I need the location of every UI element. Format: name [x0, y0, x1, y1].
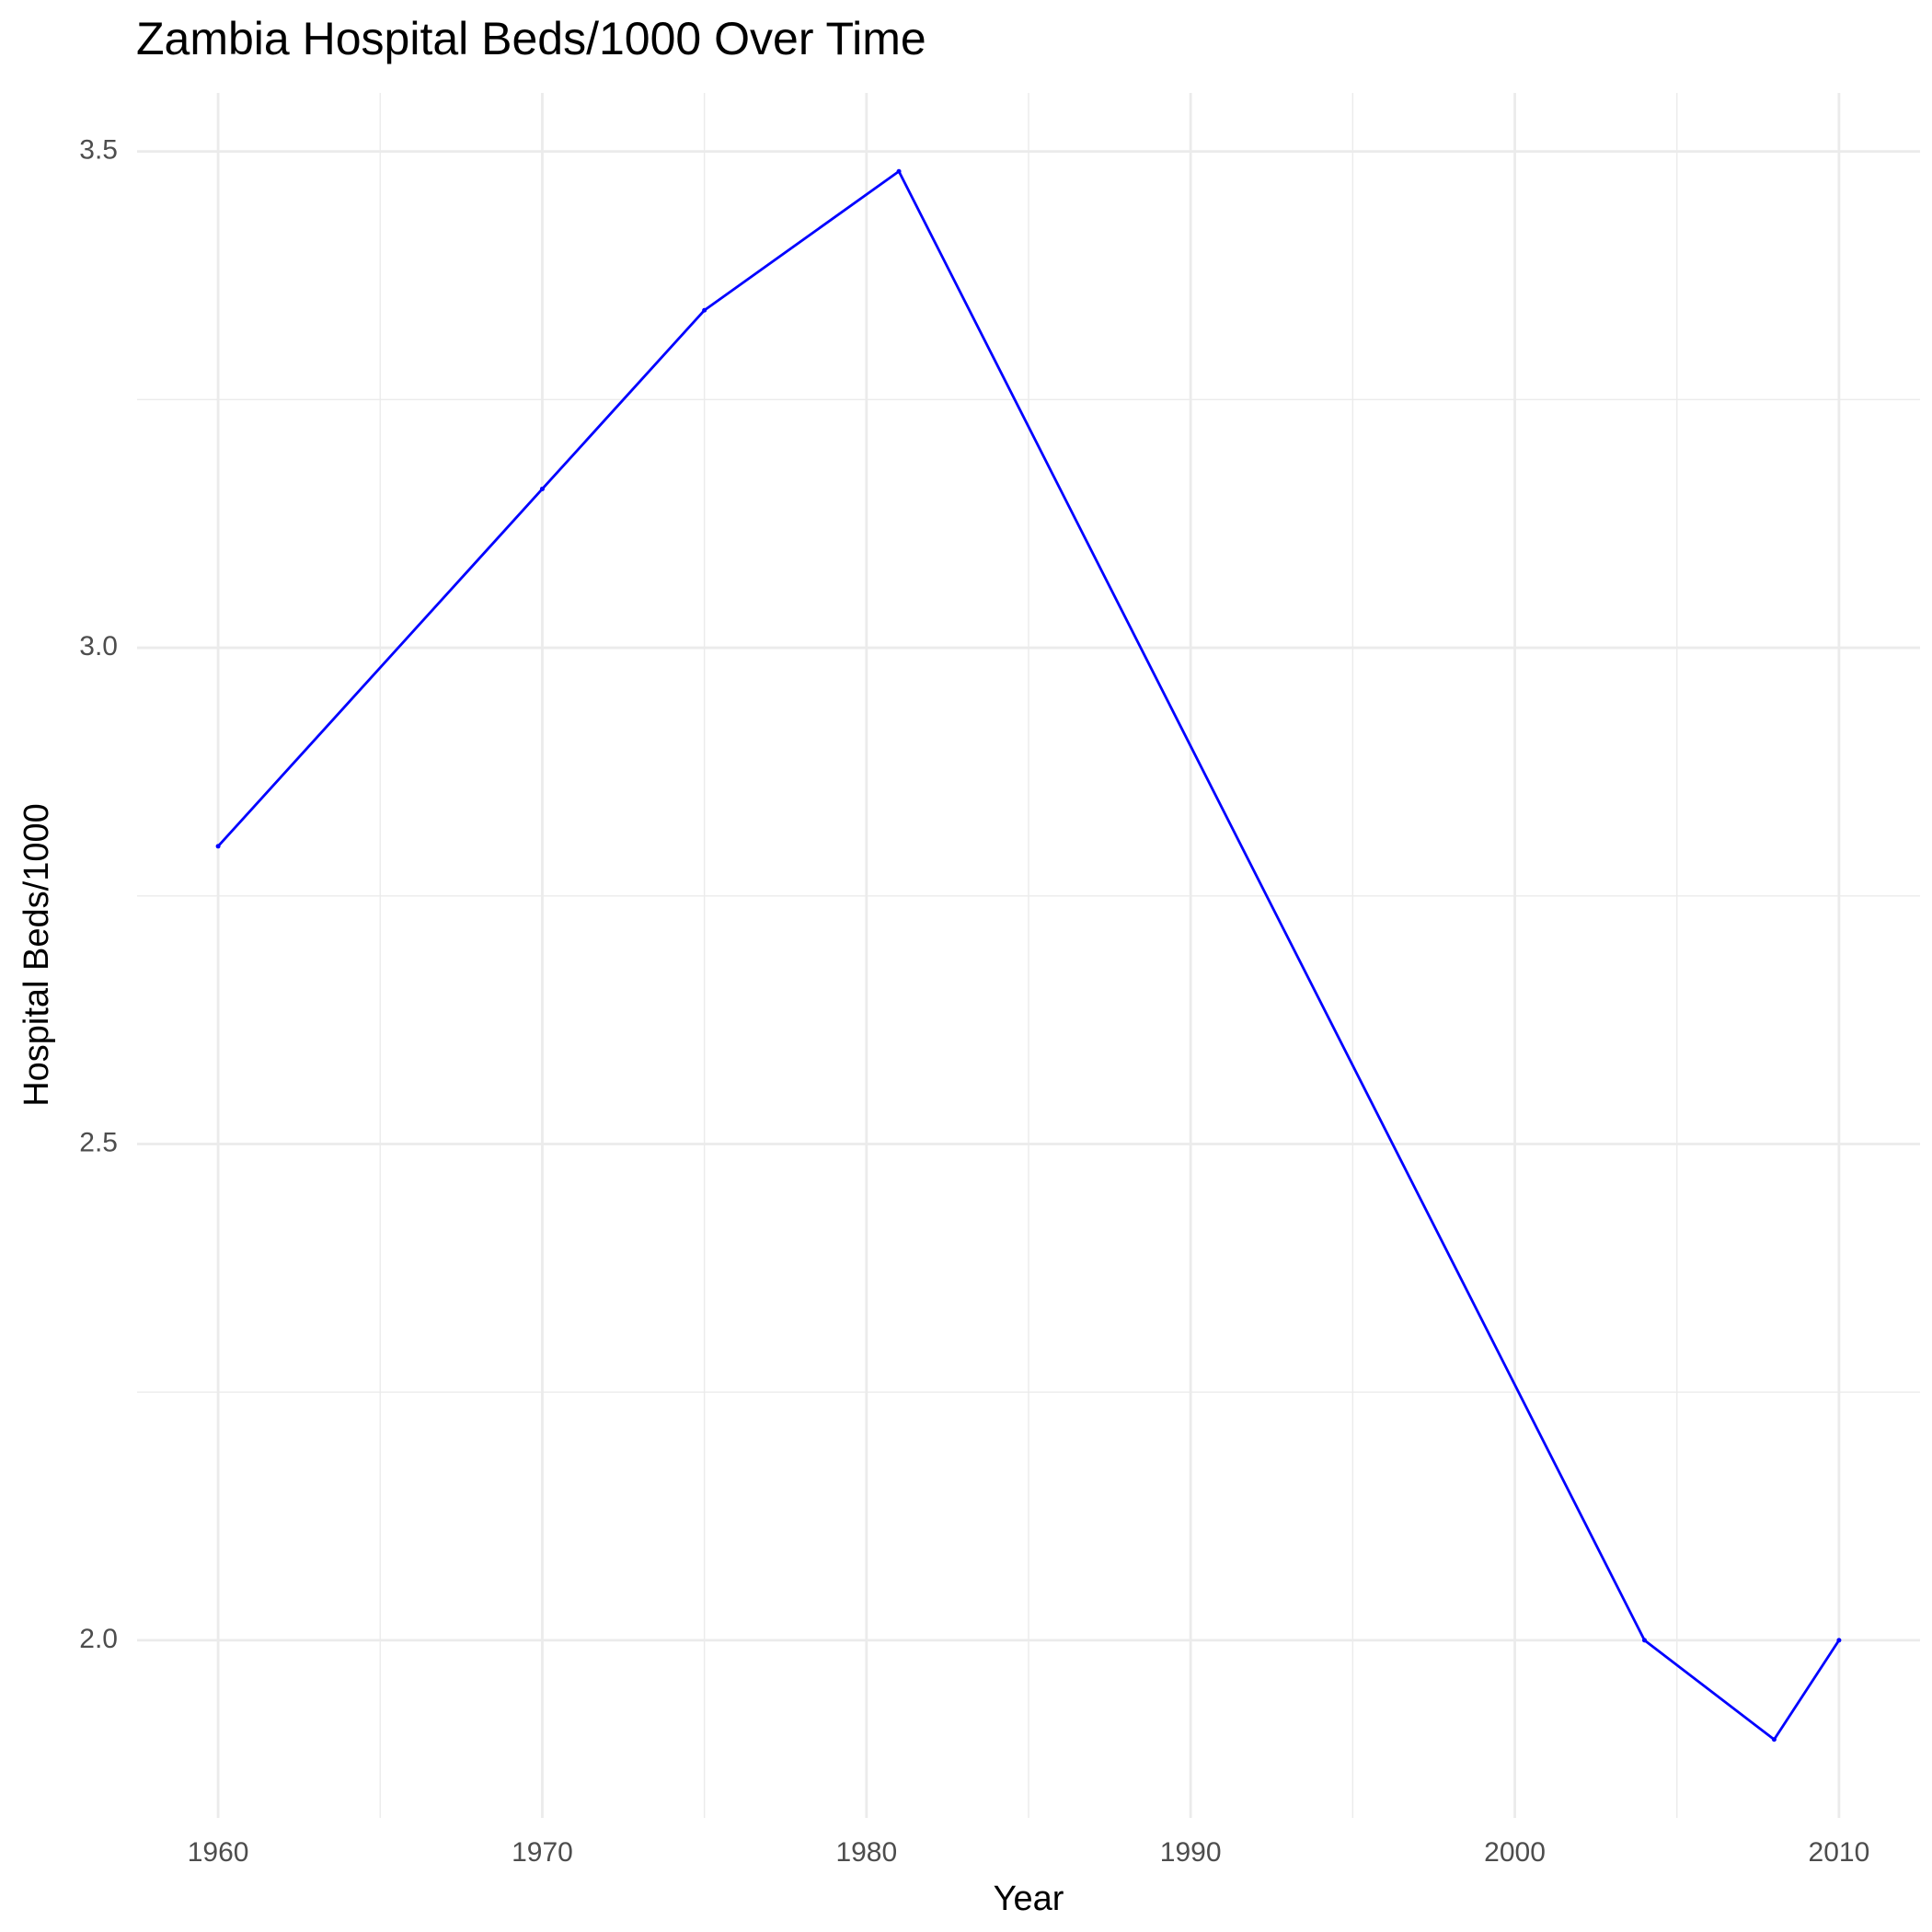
- y-tick-label: 3.5: [79, 135, 118, 166]
- x-tick-label: 1970: [512, 1837, 573, 1868]
- chart-title: Zambia Hospital Beds/1000 Over Time: [136, 13, 926, 64]
- x-tick-label: 2010: [1809, 1837, 1870, 1868]
- grid: [137, 93, 1920, 1818]
- y-axis-title: Hospital Beds/1000: [17, 803, 56, 1107]
- x-tick-label: 1960: [188, 1837, 249, 1868]
- data-point: [702, 307, 707, 313]
- x-tick-label: 1990: [1160, 1837, 1222, 1868]
- x-axis-title: Year: [994, 1880, 1064, 1918]
- data-point: [1641, 1638, 1647, 1643]
- x-tick-label: 2000: [1484, 1837, 1546, 1868]
- data-point: [896, 168, 902, 174]
- data-point: [1771, 1737, 1777, 1742]
- y-tick-label: 2.0: [79, 1624, 118, 1654]
- data-point: [215, 844, 221, 849]
- y-tick-label: 3.0: [79, 631, 118, 661]
- data-point: [539, 486, 545, 491]
- x-tick-label: 1980: [835, 1837, 897, 1868]
- y-tick-label: 2.5: [79, 1127, 118, 1157]
- plot-area: [215, 168, 1842, 1742]
- data-point: [1836, 1638, 1842, 1643]
